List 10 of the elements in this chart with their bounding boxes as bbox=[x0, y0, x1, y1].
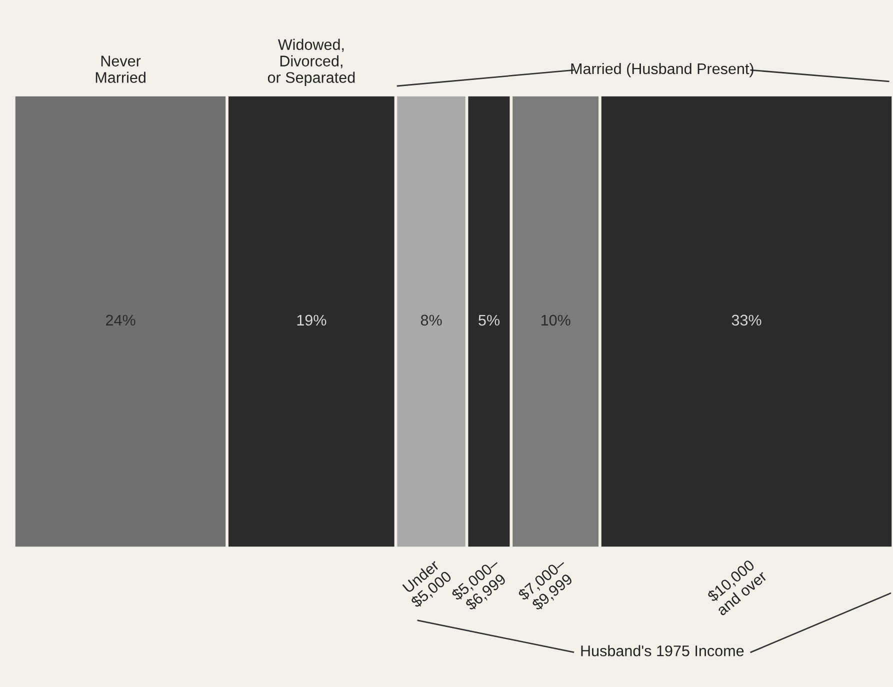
series-label: Widowed, Divorced, or Separated bbox=[268, 38, 355, 86]
data-label: 10% bbox=[541, 314, 570, 326]
data-label: 8% bbox=[420, 314, 442, 326]
text: Husband's 1975 Income bbox=[581, 645, 744, 656]
series-label: Never Married bbox=[96, 56, 146, 83]
data-label: 19% bbox=[297, 314, 326, 326]
data-label: 24% bbox=[106, 314, 136, 326]
text: Married (Husband Present) bbox=[571, 62, 754, 78]
data-label: 33% bbox=[732, 314, 762, 326]
data-label: 5% bbox=[478, 314, 500, 326]
